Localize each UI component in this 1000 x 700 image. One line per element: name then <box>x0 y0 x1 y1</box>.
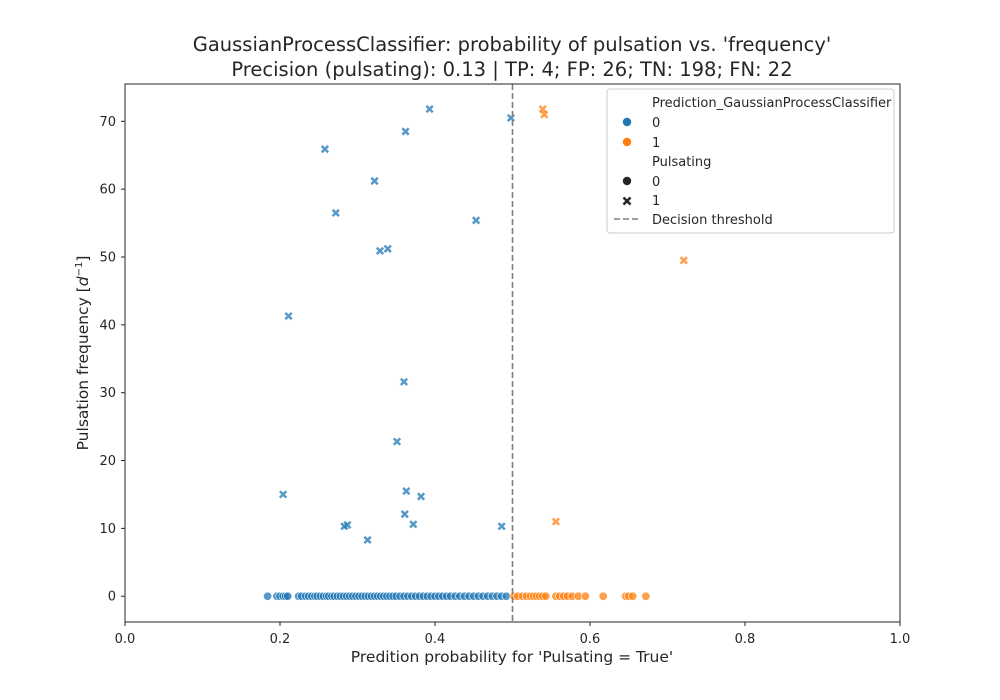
legend-hue-title: Prediction_GaussianProcessClassifier <box>652 96 892 111</box>
data-point <box>320 145 330 154</box>
legend-marker-pulsating-0 <box>622 176 632 186</box>
data-points <box>263 105 688 601</box>
data-point <box>401 127 410 136</box>
x-tick-label: 0.2 <box>270 632 291 647</box>
legend-label-pulsating-1: 1 <box>652 194 660 209</box>
y-tick-label: 10 <box>99 522 116 537</box>
data-point <box>541 591 551 601</box>
x-tick-label: 0.6 <box>580 632 601 647</box>
data-point <box>628 591 638 601</box>
data-point <box>598 591 608 601</box>
plot-frame <box>124 83 901 623</box>
chart-title: GaussianProcessClassifier: probability o… <box>193 33 832 56</box>
data-point <box>425 105 434 114</box>
y-tick-label: 40 <box>99 318 116 333</box>
data-point <box>400 510 409 519</box>
data-point <box>416 492 426 501</box>
legend-marker-pulsating-1 <box>622 196 632 206</box>
chart-subtitle: Precision (pulsating): 0.13 | TP: 4; FP:… <box>231 58 792 81</box>
y-tick-label: 70 <box>99 115 116 130</box>
y-tick-label: 30 <box>99 386 116 401</box>
data-point <box>497 522 506 531</box>
y-axis-ticks: 0 10 20 30 40 50 60 70 <box>99 115 125 605</box>
x-tick-label: 0.0 <box>115 632 136 647</box>
data-point <box>370 176 379 186</box>
legend-label-prediction-1: 1 <box>652 136 660 151</box>
y-tick-label: 0 <box>108 590 116 605</box>
data-point <box>580 591 590 601</box>
legend-label-threshold: Decision threshold <box>652 213 773 228</box>
legend-style-title: Pulsating <box>652 155 711 170</box>
data-point <box>279 490 288 499</box>
data-point <box>501 591 511 601</box>
data-point <box>402 486 411 496</box>
legend-frame <box>606 88 895 234</box>
x-tick-label: 0.8 <box>735 632 756 647</box>
data-point <box>641 591 651 601</box>
legend-marker-prediction-0 <box>622 117 632 127</box>
data-point <box>284 311 293 321</box>
data-point <box>471 216 481 225</box>
legend: Prediction_GaussianProcessClassifier 0 1… <box>606 88 895 234</box>
y-tick-label: 50 <box>99 251 116 266</box>
legend-label-prediction-0: 0 <box>652 116 660 131</box>
x-axis-label: Predition probability for 'Pulsating = T… <box>351 648 673 666</box>
y-axis-label-exponent: −1 <box>74 262 85 277</box>
data-point <box>551 517 560 526</box>
x-axis-ticks: 0.0 0.2 0.4 0.6 0.8 1.0 <box>115 622 911 647</box>
legend-label-pulsating-0: 0 <box>652 175 660 190</box>
data-point <box>540 110 549 119</box>
data-point <box>409 520 418 529</box>
y-tick-label: 60 <box>99 183 116 198</box>
data-point <box>375 246 385 255</box>
x-tick-label: 0.4 <box>425 632 446 647</box>
data-point <box>331 208 340 217</box>
y-tick-label: 20 <box>99 454 116 469</box>
x-tick-label: 1.0 <box>890 632 911 647</box>
data-point <box>538 105 547 114</box>
data-point <box>399 377 409 386</box>
data-point <box>392 437 402 446</box>
data-point <box>363 535 372 544</box>
data-point <box>343 520 352 530</box>
y-axis-label-unit: d <box>74 276 92 286</box>
data-point <box>383 244 392 253</box>
data-point <box>283 591 293 601</box>
data-point <box>263 591 273 601</box>
y-axis-label: Pulsation frequency [d−1] <box>74 256 92 451</box>
data-point <box>679 256 688 265</box>
legend-marker-prediction-1 <box>622 137 632 147</box>
y-axis-label-close: ] <box>74 256 92 262</box>
y-axis-label-main: Pulsation frequency [ <box>74 286 92 450</box>
